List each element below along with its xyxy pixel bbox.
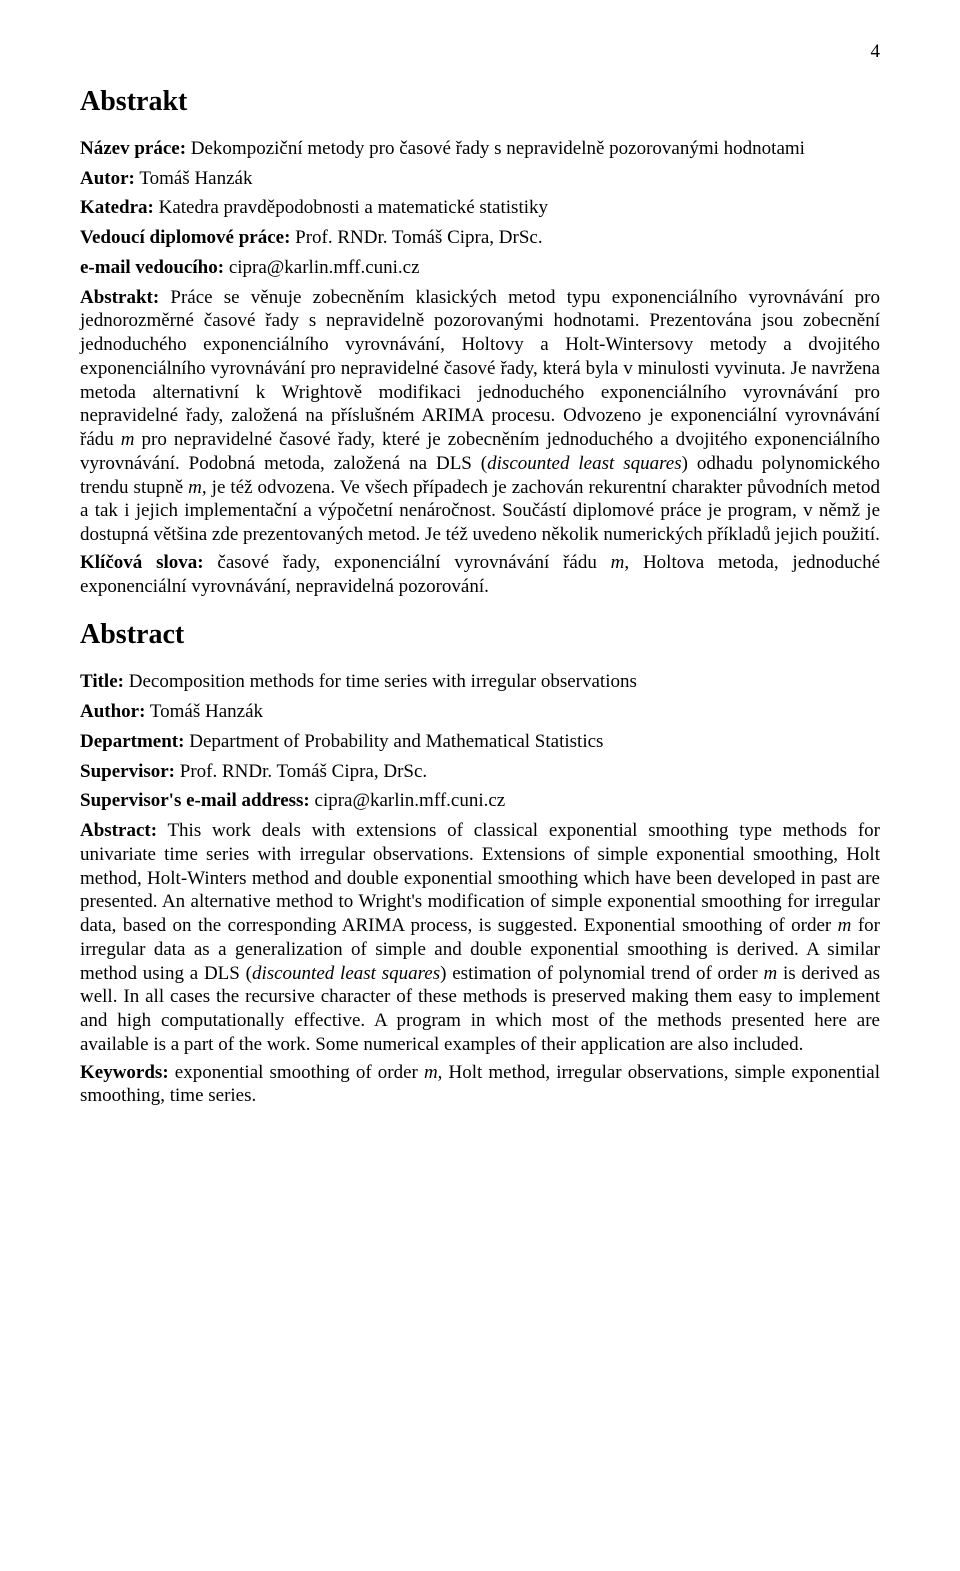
author-value-en: Tomáš Hanzák	[150, 701, 263, 722]
abstract-label-en: Abstract:	[80, 820, 157, 841]
keywords-var-en: m	[424, 1062, 438, 1083]
author-value-cz: Tomáš Hanzák	[139, 168, 252, 189]
abstract-label-cz: Abstrakt:	[80, 287, 159, 308]
abstract-mid2-en: ) estimation of polynomial trend of orde…	[440, 963, 763, 984]
title-field-en: Title: Decomposition methods for time se…	[80, 670, 880, 694]
keywords-var-cz: m	[611, 552, 625, 573]
supervisor-label-cz: Vedoucí diplomové práce:	[80, 227, 290, 248]
keywords-block-en: Keywords: exponential smoothing of order…	[80, 1061, 880, 1109]
keywords-pre-cz: časové řady, exponenciální vyrovnávání ř…	[217, 552, 610, 573]
dls-italic-en: discounted least squares	[252, 963, 440, 984]
author-field-cz: Autor: Tomáš Hanzák	[80, 167, 880, 191]
supervisor-label-en: Supervisor:	[80, 761, 175, 782]
order-var1-cz: m	[121, 429, 135, 450]
supervisor-value-en: Prof. RNDr. Tomáš Cipra, DrSc.	[180, 761, 427, 782]
title-value-cz: Dekompoziční metody pro časové řady s ne…	[191, 138, 805, 159]
keywords-label-cz: Klíčová slova:	[80, 552, 204, 573]
abstract-pre-cz: Práce se věnuje zobecněním klasických me…	[80, 287, 880, 451]
abstract-body-cz: Abstrakt: Práce se věnuje zobecněním kla…	[80, 286, 880, 547]
order-var2-en: m	[763, 963, 777, 984]
title-value-en: Decomposition methods for time series wi…	[129, 671, 637, 692]
dept-label-cz: Katedra:	[80, 197, 154, 218]
email-label-cz: e-mail vedoucího:	[80, 257, 224, 278]
author-label-en: Author:	[80, 701, 145, 722]
order-var2-cz: m	[188, 477, 202, 498]
dept-value-cz: Katedra pravděpodobnosti a matematické s…	[159, 197, 548, 218]
email-field-en: Supervisor's e-mail address: cipra@karli…	[80, 789, 880, 813]
title-field-cz: Název práce: Dekompoziční metody pro čas…	[80, 137, 880, 161]
title-label-en: Title:	[80, 671, 124, 692]
email-label-en: Supervisor's e-mail address:	[80, 790, 310, 811]
email-field-cz: e-mail vedoucího: cipra@karlin.mff.cuni.…	[80, 256, 880, 280]
section-heading-en: Abstract	[80, 617, 880, 652]
order-var1-en: m	[838, 915, 852, 936]
supervisor-field-en: Supervisor: Prof. RNDr. Tomáš Cipra, DrS…	[80, 760, 880, 784]
supervisor-field-cz: Vedoucí diplomové práce: Prof. RNDr. Tom…	[80, 226, 880, 250]
email-value-en: cipra@karlin.mff.cuni.cz	[315, 790, 506, 811]
keywords-pre-en: exponential smoothing of order	[175, 1062, 424, 1083]
section-heading-cz: Abstrakt	[80, 84, 880, 119]
abstract-body-en: Abstract: This work deals with extension…	[80, 819, 880, 1057]
dept-field-en: Department: Department of Probability an…	[80, 730, 880, 754]
author-field-en: Author: Tomáš Hanzák	[80, 700, 880, 724]
dept-label-en: Department:	[80, 731, 184, 752]
page-number: 4	[80, 40, 880, 64]
email-value-cz: cipra@karlin.mff.cuni.cz	[229, 257, 420, 278]
title-label-cz: Název práce:	[80, 138, 186, 159]
keywords-block-cz: Klíčová slova: časové řady, exponenciáln…	[80, 551, 880, 599]
dept-value-en: Department of Probability and Mathematic…	[189, 731, 603, 752]
dept-field-cz: Katedra: Katedra pravděpodobnosti a mate…	[80, 196, 880, 220]
author-label-cz: Autor:	[80, 168, 135, 189]
page: 4 Abstrakt Název práce: Dekompoziční met…	[0, 0, 960, 1571]
dls-italic-cz: discounted least squares	[487, 453, 682, 474]
keywords-label-en: Keywords:	[80, 1062, 169, 1083]
abstract-pre-en: This work deals with extensions of class…	[80, 820, 880, 936]
supervisor-value-cz: Prof. RNDr. Tomáš Cipra, DrSc.	[295, 227, 542, 248]
